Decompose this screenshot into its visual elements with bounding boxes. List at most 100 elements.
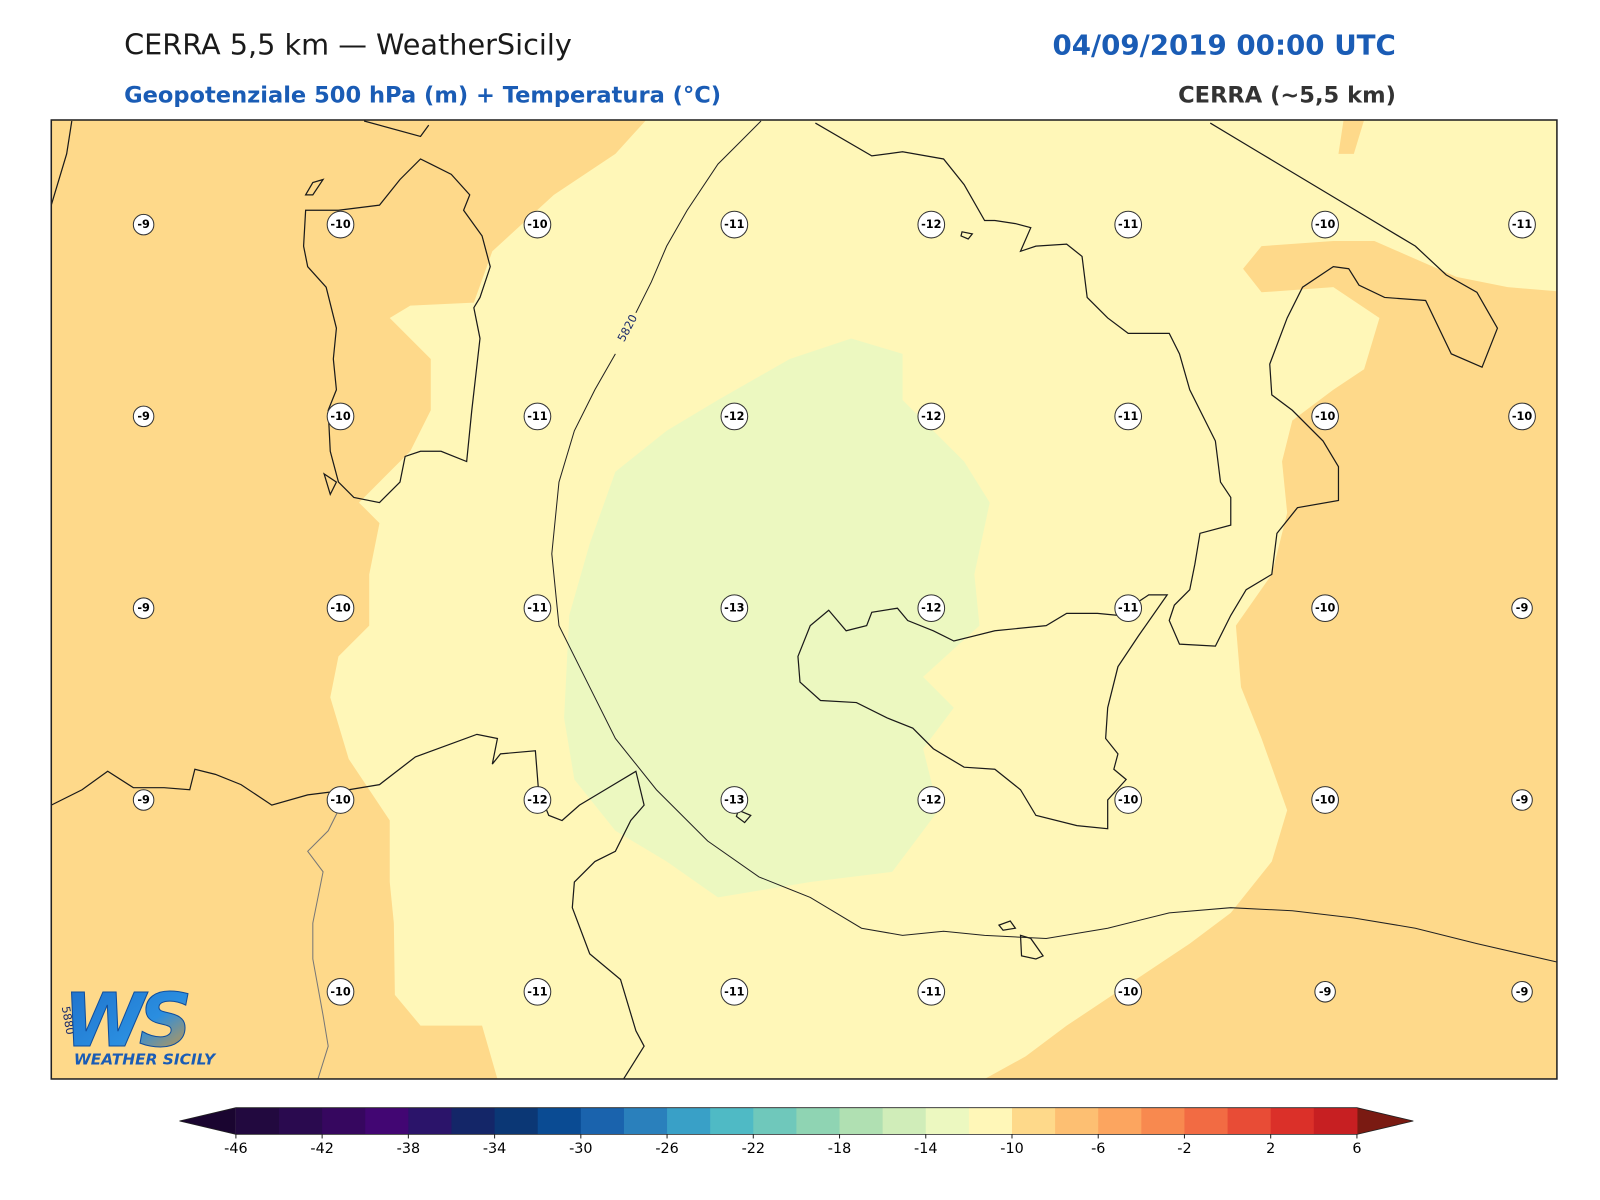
station-value: -10 <box>1315 602 1336 615</box>
border <box>307 810 339 1079</box>
coastline <box>302 158 491 504</box>
logo-mark: WS <box>64 978 189 1064</box>
model-label: CERRA (~5,5 km) <box>1178 83 1396 109</box>
station-marker <box>917 977 946 1006</box>
station-marker <box>720 402 749 431</box>
station-value: -12 <box>527 794 547 807</box>
station-value: -10 <box>330 602 351 615</box>
colorbar-bin <box>925 1107 970 1135</box>
station-marker <box>523 402 552 431</box>
island <box>735 231 1045 960</box>
map-frame <box>50 119 1558 1080</box>
station-value: -9 <box>137 794 150 807</box>
station-value: -13 <box>724 794 744 807</box>
colorbar-bin <box>1227 1107 1272 1135</box>
station-marker <box>1114 594 1143 623</box>
station-value: -9 <box>1319 985 1332 998</box>
station-marker <box>326 594 355 623</box>
station-marker <box>1114 977 1143 1006</box>
station-marker <box>1311 786 1339 814</box>
colorbar-bin <box>882 1107 927 1135</box>
station-value: -10 <box>1315 794 1336 807</box>
colorbar-bin <box>753 1107 797 1135</box>
coastline <box>51 733 645 1079</box>
stations: -9 -10 -10 -11 -12 -11 -10 -11 -9 -10 -11 -12 -12 -11… <box>132 210 1536 1006</box>
station-marker <box>1508 210 1536 239</box>
colorbar-bin <box>796 1107 841 1135</box>
station-marker <box>132 597 155 619</box>
station-marker <box>1511 597 1533 619</box>
station-value: -10 <box>527 218 548 231</box>
colorbar-extend <box>179 1107 236 1135</box>
colorbar-bin <box>451 1107 496 1135</box>
colorbar-tick-label: -18 <box>828 1141 851 1157</box>
station-value: -11 <box>921 985 942 998</box>
station-marker <box>1114 402 1143 431</box>
station-marker <box>132 405 155 428</box>
contour-label: 5880 <box>59 1005 77 1035</box>
station-value: -11 <box>1118 602 1139 615</box>
colorbar-bin <box>279 1107 323 1135</box>
colorbar-bin <box>1141 1107 1185 1135</box>
station-marker <box>720 594 749 623</box>
station-value: -10 <box>1512 410 1533 423</box>
map: 5820 5880 -9 -10 -10 -11 -12 -11 -10 -11-9 -10 -1… <box>51 119 1557 1079</box>
station-marker <box>523 210 552 239</box>
colorbar-bin <box>839 1107 884 1135</box>
colorbar: -46 -42 -38 -34 -30 -26 -22 -18 -14 -10 -6 -2 2 6 <box>179 1107 1414 1157</box>
station-marker <box>326 210 355 239</box>
colorbar-bin <box>322 1107 366 1135</box>
station-marker <box>1114 210 1143 239</box>
station-value: -12 <box>921 794 941 807</box>
colorbar-tick-label: -38 <box>397 1141 420 1157</box>
colorbar-tick-label: -34 <box>483 1141 506 1157</box>
colorbar-tick-label: -30 <box>569 1141 592 1157</box>
station-value: -11 <box>1512 218 1533 231</box>
colorbar-bin <box>537 1107 582 1135</box>
station-marker <box>523 786 552 814</box>
subtitle: Geopotenziale 500 hPa (m) + Temperatura … <box>124 83 721 109</box>
station-value: -11 <box>527 410 548 423</box>
station-marker <box>523 977 552 1006</box>
logo: WS WEATHER SICILY <box>63 978 217 1069</box>
station-marker <box>326 786 355 814</box>
colorbar-tick-label: -46 <box>224 1141 247 1157</box>
colorbar-bin <box>1098 1107 1142 1135</box>
station-marker <box>917 210 946 239</box>
station-value: -12 <box>724 410 744 423</box>
station-marker <box>1314 981 1336 1003</box>
colorbar-bin <box>968 1107 1013 1135</box>
datetime: 04/09/2019 00:00 UTC <box>1052 28 1395 61</box>
station-marker <box>1511 789 1533 811</box>
colorbar-tick-label: -22 <box>742 1141 765 1157</box>
colorbar-tick-label: 6 <box>1352 1141 1361 1157</box>
station-marker <box>1508 402 1536 431</box>
colorbar-extend <box>1356 1107 1414 1135</box>
station-marker <box>720 786 749 814</box>
station-value: -9 <box>137 602 150 615</box>
colorbar-tick-label: -6 <box>1091 1141 1105 1157</box>
colorbar-bin <box>1313 1107 1358 1135</box>
colorbar-bin <box>235 1107 280 1135</box>
station-value: -11 <box>724 985 745 998</box>
station-marker <box>132 213 155 236</box>
coastline <box>815 122 1499 647</box>
station-value: -11 <box>1118 218 1139 231</box>
station-value: -12 <box>921 218 941 231</box>
station-value: -9 <box>137 218 150 231</box>
station-value: -10 <box>330 218 351 231</box>
title: CERRA 5,5 km — WeatherSicily <box>124 27 572 61</box>
station-marker <box>1114 786 1143 814</box>
station-marker <box>917 786 946 814</box>
station-value: -13 <box>724 602 744 615</box>
station-marker <box>917 594 946 623</box>
station-marker <box>720 977 749 1006</box>
station-marker <box>132 789 155 811</box>
colorbar-tick-label: -14 <box>914 1141 937 1157</box>
colorbar-bin <box>1184 1107 1229 1135</box>
colorbar-bin <box>623 1107 668 1135</box>
colorbar-tick-label: -26 <box>655 1141 678 1157</box>
colorbar-bin <box>580 1107 625 1135</box>
station-value: -10 <box>1118 985 1139 998</box>
colorbar-tick-label: -10 <box>1000 1141 1023 1157</box>
